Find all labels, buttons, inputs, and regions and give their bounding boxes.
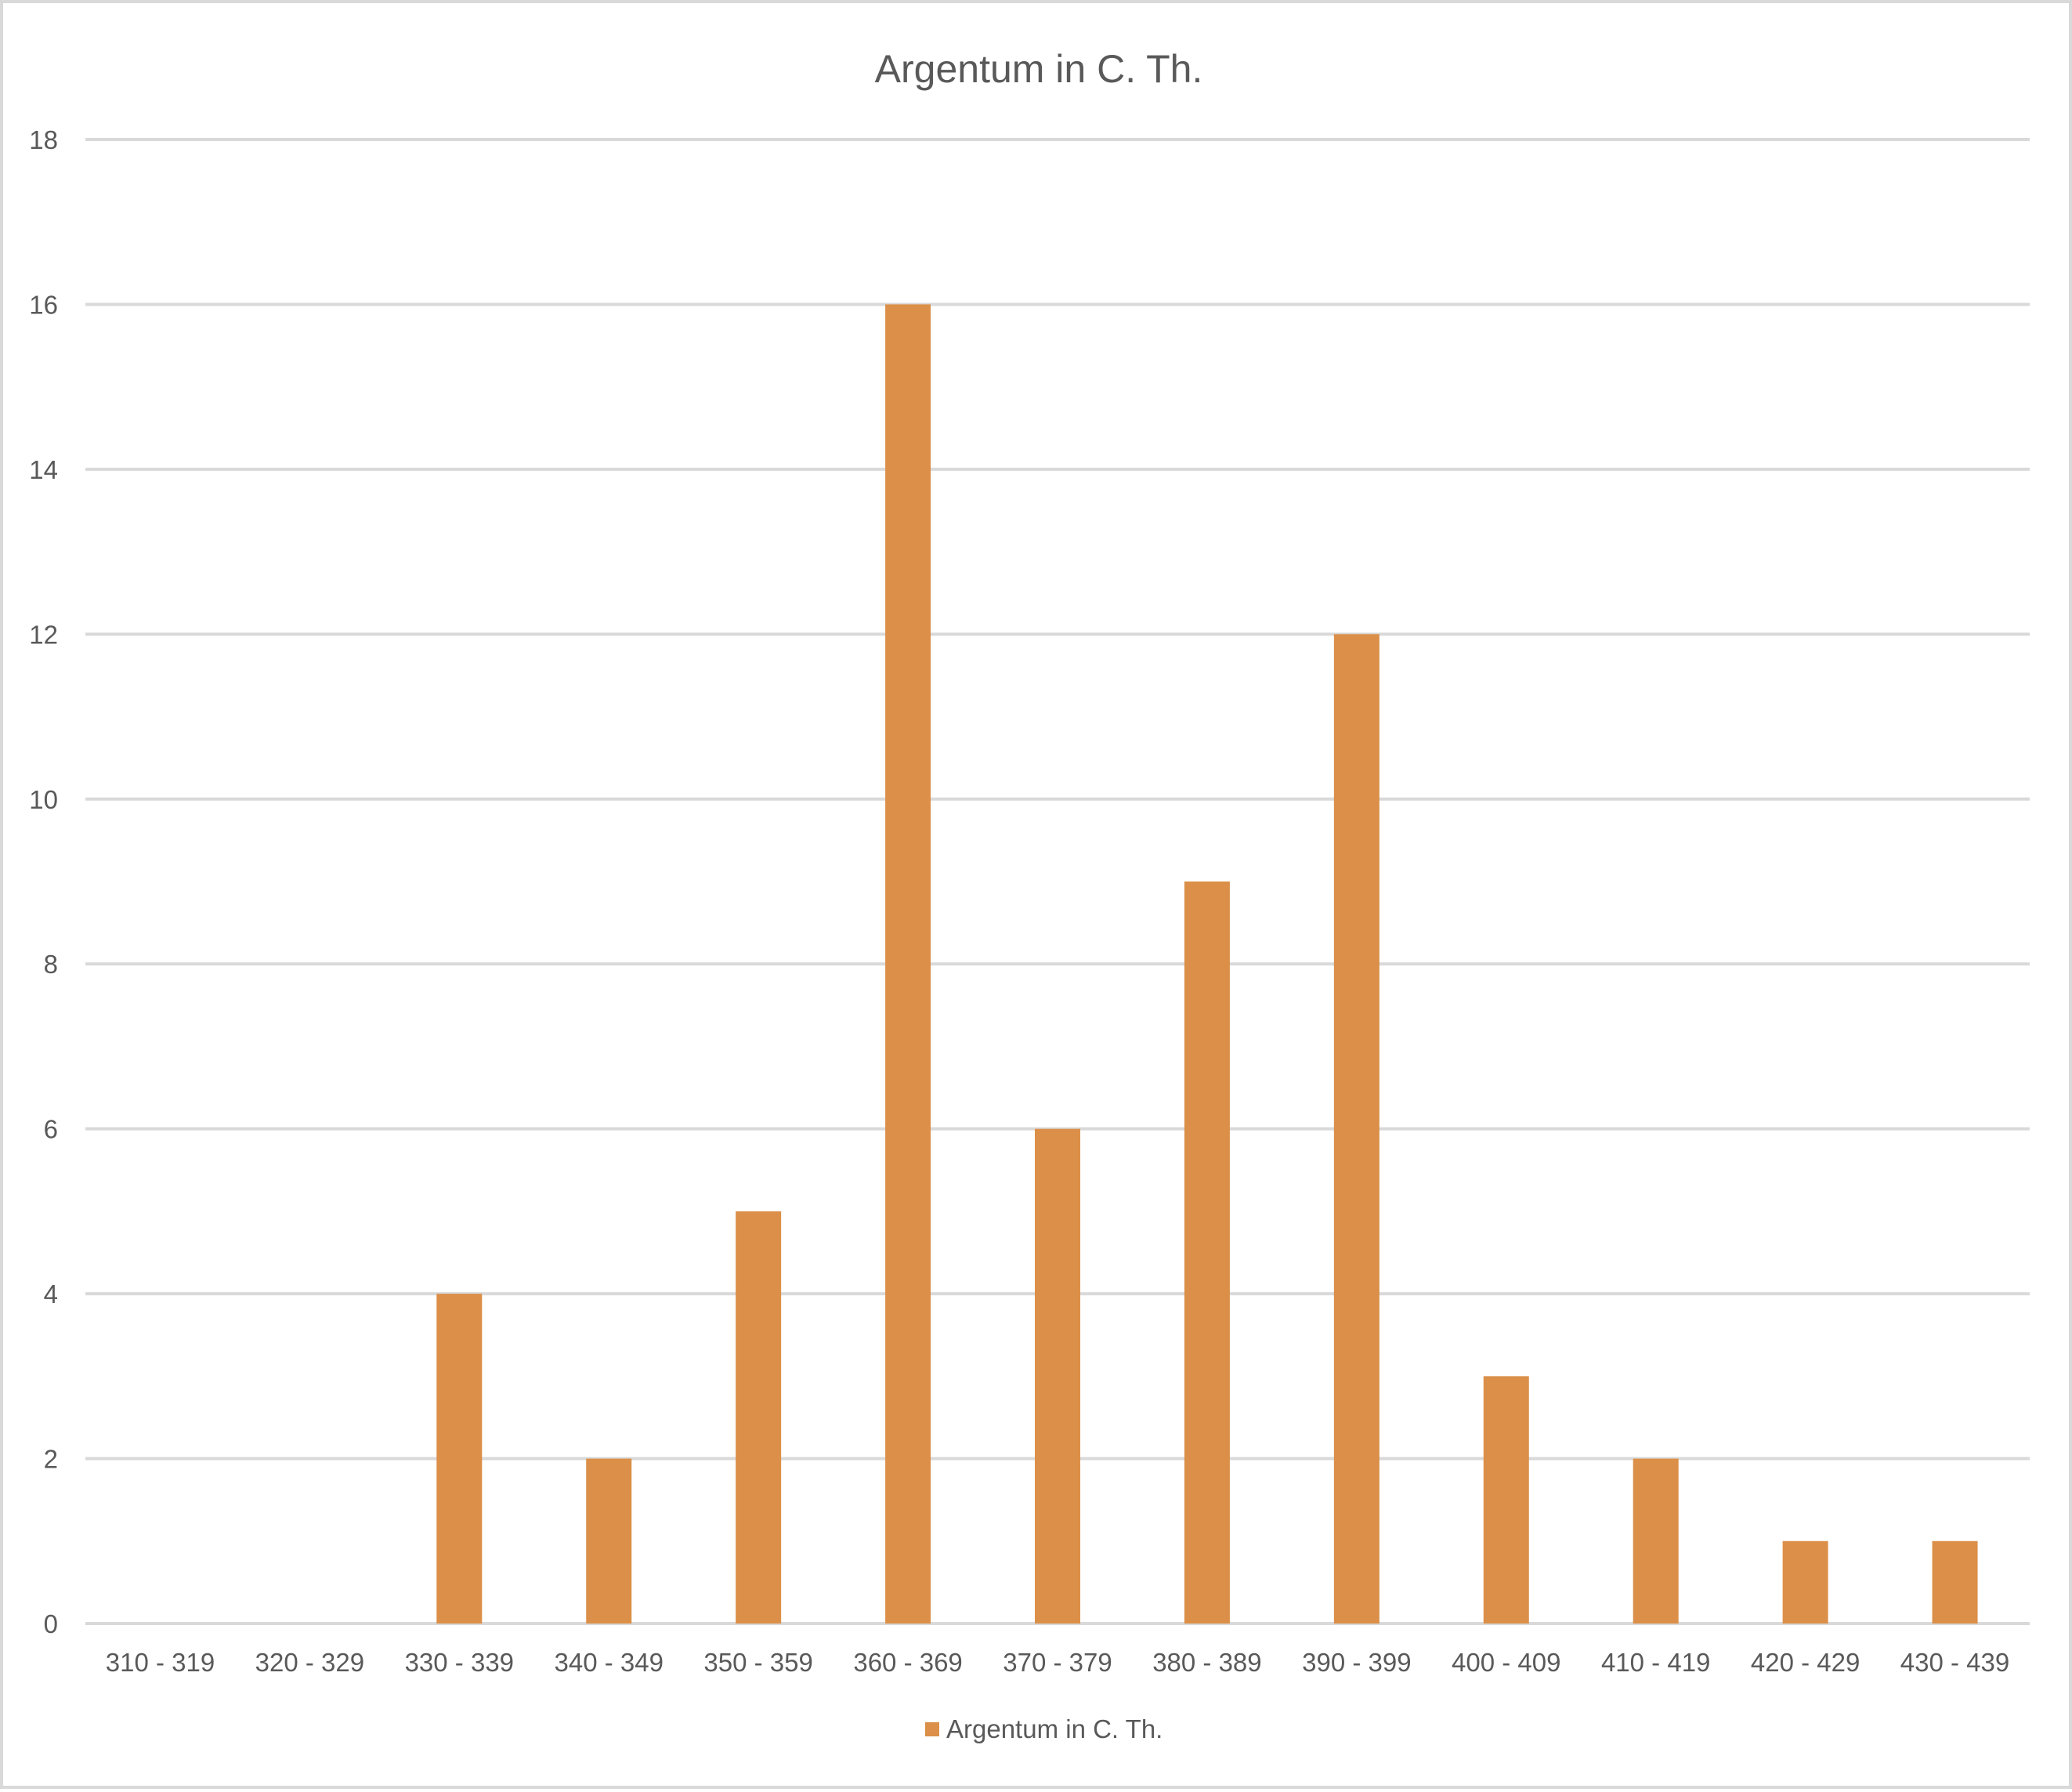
y-axis-ticks: 0 2 4 6 8 10 12 14 16 18	[29, 125, 58, 1638]
x-axis-ticks: 310 - 319 320 - 329 330 - 339 340 - 349 350 …	[106, 1648, 2010, 1677]
legend-swatch	[925, 1722, 939, 1736]
y-tick-label: 8	[44, 950, 58, 979]
bar	[1483, 1376, 1529, 1624]
bar	[1782, 1540, 1828, 1624]
bar	[1184, 882, 1230, 1624]
x-tick-label: 420 - 429	[1751, 1648, 1860, 1677]
x-tick-label: 380 - 389	[1152, 1648, 1261, 1677]
legend-label: Argentum in C. Th.	[946, 1714, 1163, 1743]
x-tick-label: 390 - 399	[1302, 1648, 1411, 1677]
y-tick-label: 16	[29, 290, 58, 319]
bar	[586, 1458, 632, 1624]
bar	[1333, 634, 1380, 1624]
bars	[436, 304, 1978, 1624]
x-tick-label: 370 - 379	[1003, 1648, 1112, 1677]
y-tick-label: 12	[29, 620, 58, 649]
y-tick-label: 4	[44, 1280, 58, 1309]
x-tick-label: 430 - 439	[1900, 1648, 2009, 1677]
x-tick-label: 360 - 369	[853, 1648, 962, 1677]
chart-title: Argentum in C. Th.	[875, 47, 1203, 91]
bar	[1932, 1540, 1978, 1624]
bar	[436, 1294, 483, 1624]
x-tick-label: 400 - 409	[1452, 1648, 1560, 1677]
x-tick-label: 340 - 349	[555, 1648, 664, 1677]
bar	[1633, 1458, 1679, 1624]
x-tick-label: 330 - 339	[405, 1648, 514, 1677]
x-tick-label: 320 - 329	[255, 1648, 364, 1677]
x-tick-label: 410 - 419	[1601, 1648, 1710, 1677]
y-tick-label: 18	[29, 125, 58, 154]
y-tick-label: 10	[29, 785, 58, 814]
x-tick-label: 310 - 319	[106, 1648, 215, 1677]
legend: Argentum in C. Th.	[925, 1714, 1163, 1743]
y-tick-label: 0	[44, 1609, 58, 1638]
bar	[1035, 1128, 1080, 1624]
bar	[736, 1211, 782, 1624]
bar	[885, 304, 931, 1624]
gridlines	[85, 138, 2030, 1625]
bar-chart: Argentum in C. Th. 0 2 4 6 8 10 12 14 16 18 310 -…	[29, 47, 2030, 1743]
y-tick-label: 2	[44, 1445, 58, 1474]
x-tick-label: 350 - 359	[703, 1648, 812, 1677]
y-tick-label: 14	[29, 455, 58, 484]
y-tick-label: 6	[44, 1115, 58, 1144]
